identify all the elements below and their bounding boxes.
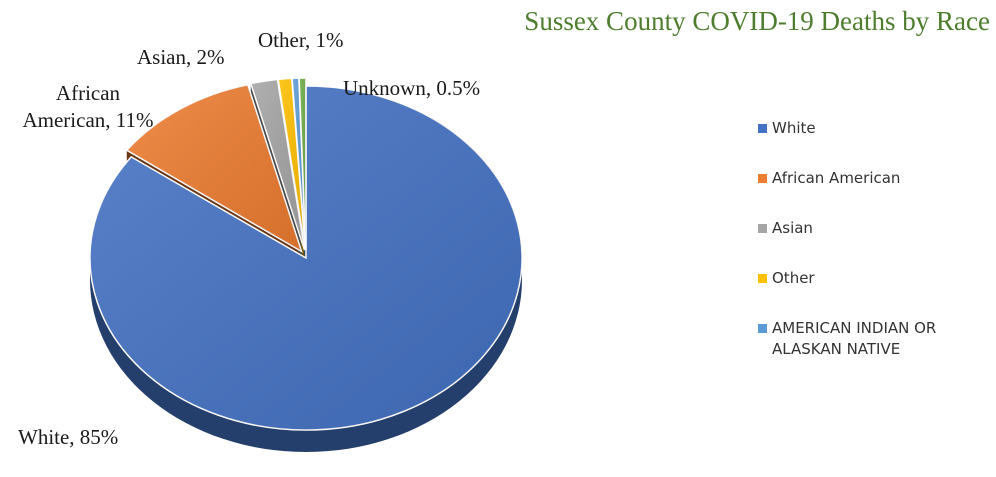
pie-slice-shade bbox=[299, 78, 306, 251]
legend-label: AMERICAN INDIAN OR ALASKAN NATIVE bbox=[772, 319, 937, 358]
legend-entry: AMERICAN INDIAN OR ALASKAN NATIVE bbox=[758, 318, 988, 360]
pie-slice-shade bbox=[126, 84, 302, 252]
legend-swatch bbox=[758, 124, 767, 133]
pie-slice-shade bbox=[292, 78, 306, 251]
legend-swatch bbox=[758, 224, 767, 233]
pie-slice-shade bbox=[278, 78, 306, 251]
data-label: White, 85% bbox=[18, 425, 118, 449]
legend-label: African American bbox=[772, 169, 901, 187]
legend-entry: White bbox=[758, 118, 816, 139]
legend-swatch bbox=[758, 174, 767, 183]
data-label: Asian, 2% bbox=[137, 45, 225, 69]
legend-label: Other bbox=[772, 269, 815, 287]
legend-swatch bbox=[758, 324, 767, 333]
legend-entry: Asian bbox=[758, 218, 813, 239]
chart-title: Sussex County COVID-19 Deaths by Race bbox=[524, 6, 990, 36]
legend-label: White bbox=[772, 119, 816, 137]
data-label: Unknown, 0.5% bbox=[343, 76, 480, 100]
pie-slice-shade bbox=[250, 79, 305, 251]
legend-label: Asian bbox=[772, 219, 813, 237]
data-label: African American, 11% bbox=[22, 81, 153, 132]
pie-slice-shade bbox=[89, 86, 522, 430]
data-label: Other, 1% bbox=[258, 28, 343, 52]
legend-entry: African American bbox=[758, 168, 900, 189]
legend-entry: Other bbox=[758, 268, 815, 289]
legend-swatch bbox=[758, 274, 767, 283]
